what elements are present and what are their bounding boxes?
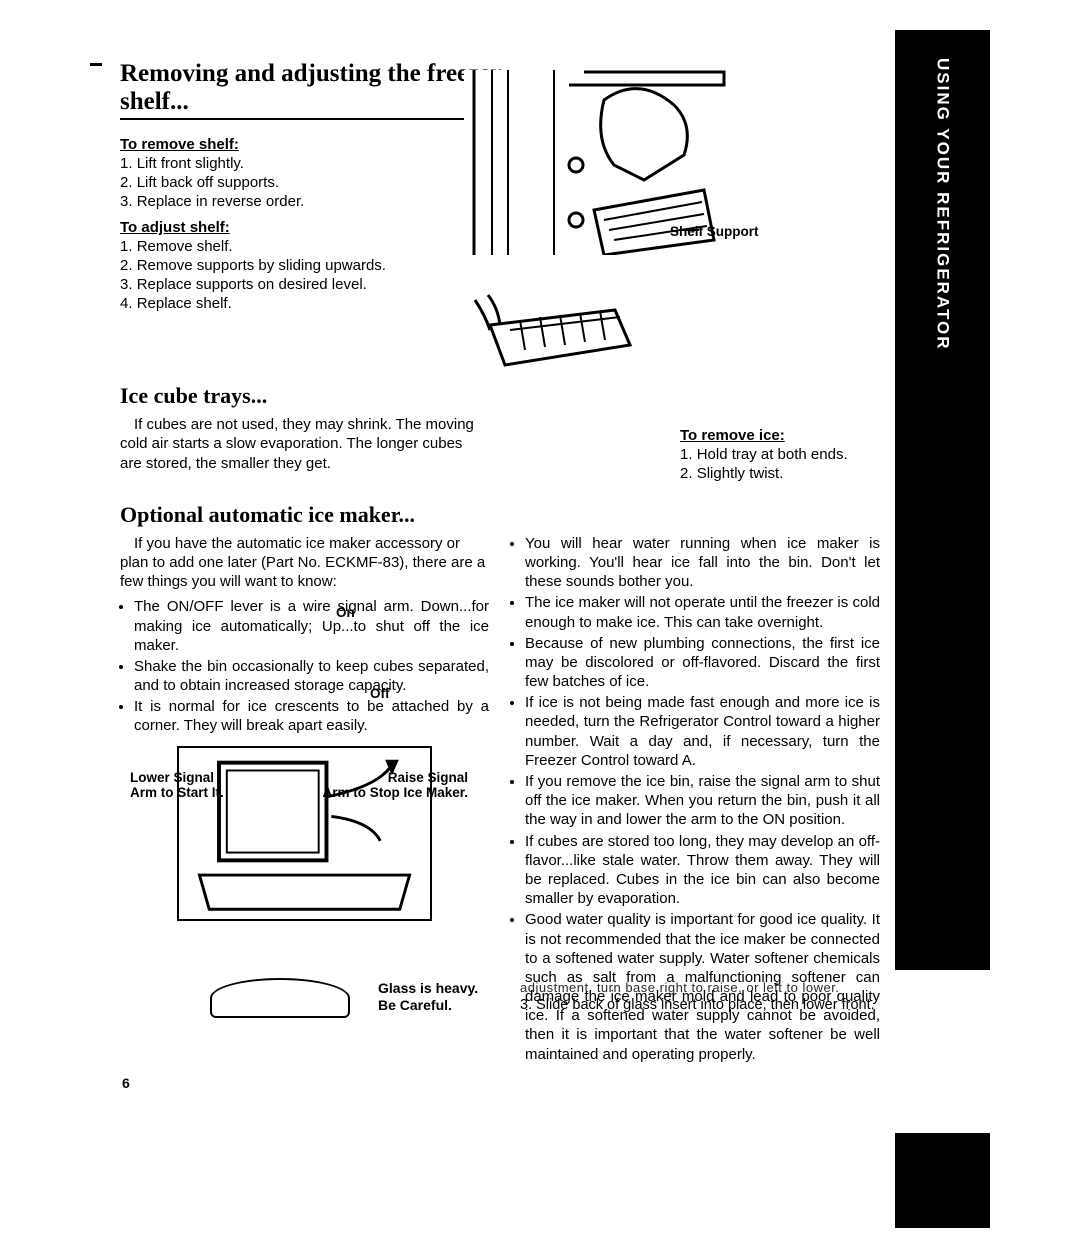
remove-shelf-heading: To remove shelf: xyxy=(120,136,480,153)
tray-figure xyxy=(470,290,635,385)
list-item: Slightly twist. xyxy=(680,465,880,484)
list-item: If you remove the ice bin, raise the sig… xyxy=(525,772,880,830)
section3-intro: If you have the automatic ice maker acce… xyxy=(120,534,489,592)
remove-ice-steps: Hold tray at both ends. Slightly twist. xyxy=(680,446,880,484)
adjust-shelf-heading: To adjust shelf: xyxy=(120,219,480,236)
list-item: Replace shelf. xyxy=(120,295,480,314)
left-bullets: The ON/OFF lever is a wire signal arm. D… xyxy=(120,597,489,735)
cutoff-text: adjustment, turn base right to raise, or… xyxy=(520,980,875,1014)
remove-ice-heading: To remove ice: xyxy=(680,427,880,444)
cutoff-line2: adjustment, turn base right to raise, or… xyxy=(520,980,875,996)
list-item: You will hear water running when ice mak… xyxy=(525,534,880,592)
off-label: Off xyxy=(370,686,390,701)
cutoff-line3: 3. Slide back of glass insert into place… xyxy=(520,996,875,1014)
section1-remove: To remove shelf: Lift front slightly. Li… xyxy=(120,136,480,313)
section2-title: Ice cube trays... xyxy=(120,383,880,409)
list-item: Lift front slightly. xyxy=(120,155,480,174)
list-item: Because of new plumbing connections, the… xyxy=(525,634,880,692)
list-item: Replace supports on desired level. xyxy=(120,276,480,295)
on-label: On xyxy=(336,605,355,620)
list-item: Hold tray at both ends. xyxy=(680,446,880,465)
adjust-shelf-steps: Remove shelf. Remove supports by sliding… xyxy=(120,238,480,313)
shelf-support-label: Shelf Support xyxy=(670,224,759,239)
dash-mark xyxy=(90,63,102,66)
be-careful-label: Be Careful. xyxy=(378,997,452,1013)
sidebar-title: USING YOUR REFRIGERATOR xyxy=(933,58,953,351)
section2-body: If cubes are not used, they may shrink. … xyxy=(120,415,475,473)
list-item: The ON/OFF lever is a wire signal arm. D… xyxy=(134,597,489,655)
list-item: Shake the bin occasionally to keep cubes… xyxy=(134,657,489,695)
glass-heavy-label: Glass is heavy. xyxy=(378,980,478,996)
raise-signal-label: Raise Signal Arm to Stop Ice Maker. xyxy=(308,770,468,800)
list-item: Remove shelf. xyxy=(120,238,480,257)
list-item: Lift back off supports. xyxy=(120,174,480,193)
list-item: The ice maker will not operate until the… xyxy=(525,593,880,631)
remove-shelf-steps: Lift front slightly. Lift back off suppo… xyxy=(120,155,480,211)
list-item: It is normal for ice crescents to be att… xyxy=(134,697,489,735)
page-number: 6 xyxy=(122,1075,130,1091)
list-item: Replace in reverse order. xyxy=(120,193,480,212)
list-item: If cubes are stored too long, they may d… xyxy=(525,832,880,909)
list-item: If ice is not being made fast enough and… xyxy=(525,693,880,770)
bottom-corner-block xyxy=(895,1133,990,1228)
lower-signal-label: Lower Signal Arm to Start It. xyxy=(130,770,250,800)
section3-title: Optional automatic ice maker... xyxy=(120,502,880,528)
glass-figure xyxy=(210,978,350,1018)
sidebar-tab: USING YOUR REFRIGERATOR xyxy=(895,30,990,970)
list-item: Remove supports by sliding upwards. xyxy=(120,257,480,276)
